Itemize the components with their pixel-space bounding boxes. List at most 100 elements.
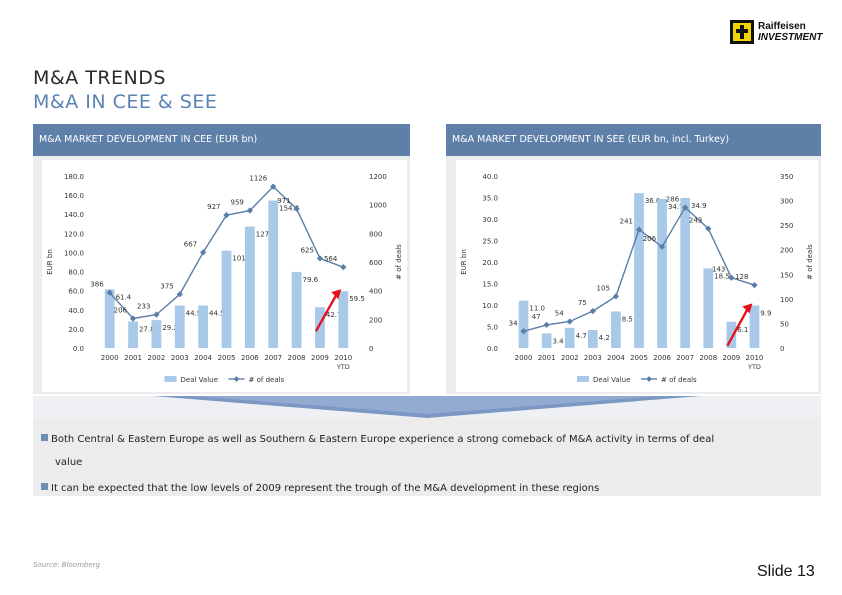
deal-value-bar <box>338 291 349 348</box>
y-tick-label: 100.0 <box>64 249 84 257</box>
y2-tick-label: 100 <box>780 296 793 304</box>
y2-tick-label: 0 <box>780 345 784 353</box>
summary-bullet-2-text: It can be expected that the low levels o… <box>51 483 600 494</box>
cee-chart: EUR bn # of deals 0.0 20.0 40.0 60.0 80.0 100.0… <box>46 173 403 384</box>
deal-value-bar <box>315 307 325 348</box>
y-tick-label: 35.0 <box>482 195 498 203</box>
x-tick-label: 2008 <box>288 354 306 362</box>
bar-value-label: 154.3 <box>279 205 299 213</box>
see-panel-header: M&A MARKET DEVELOPMENT IN SEE (EUR bn, i… <box>446 124 821 156</box>
bar-value-label: 29.2 <box>162 324 178 332</box>
y-tick-label: 20.0 <box>68 326 84 334</box>
deals-marker <box>340 264 347 271</box>
summary-bullet-1-text: Both Central & Eastern Europe as well as… <box>51 434 715 445</box>
deals-value-label: 667 <box>184 240 197 248</box>
see-chart-container: EUR bn # of deals 0.0 5.0 10.0 15.0 20.0 25.0 30… <box>456 160 818 392</box>
y-tick-label: 140.0 <box>64 211 84 219</box>
y-axis-label: EUR bn <box>46 249 54 275</box>
raiffeisen-gable-icon <box>730 20 754 44</box>
y2-axis-label: # of deals <box>806 244 814 280</box>
deals-value-label: 34 <box>509 319 518 327</box>
see-chart: EUR bn # of deals 0.0 5.0 10.0 15.0 20.0 25.0 30… <box>460 173 814 384</box>
y2-tick-label: 300 <box>780 198 793 206</box>
legend-deal-value: Deal Value <box>181 376 218 384</box>
y-tick-label: 180.0 <box>64 173 84 181</box>
funnel-shape <box>153 396 701 418</box>
x-tick-label: 2004 <box>194 354 212 362</box>
y-tick-label: 25.0 <box>482 238 498 246</box>
x-tick-label: 2006 <box>653 354 671 362</box>
deals-marker <box>316 255 324 262</box>
deal-value-bar <box>104 289 115 348</box>
bar-value-label: 36.0 <box>645 197 661 205</box>
x-tick-label: 2002 <box>561 354 579 362</box>
legend-bar-swatch <box>164 376 177 382</box>
deal-value-bar <box>703 268 714 348</box>
page-subtitle: M&A IN CEE & SEE <box>33 91 218 113</box>
deals-value-label: 625 <box>301 246 314 254</box>
deals-value-label: 241 <box>620 218 633 226</box>
y2-tick-label: 250 <box>780 222 793 230</box>
red-arrow-icon <box>742 303 753 314</box>
legend-line-marker <box>646 376 652 382</box>
deals-value-label: 971 <box>277 197 290 205</box>
deals-marker <box>246 207 253 214</box>
cee-panel-header: M&A MARKET DEVELOPMENT IN CEE (EUR bn) <box>33 124 410 156</box>
x-tick-label: 2005 <box>218 354 236 362</box>
y2-tick-label: 1200 <box>369 173 387 181</box>
cee-chart-container: EUR bn # of deals 0.0 20.0 40.0 60.0 80.0 100.0… <box>42 160 407 392</box>
bar-value-label: 11.0 <box>529 305 545 313</box>
deal-value-bar <box>541 333 552 348</box>
bar-value-label: 8.5 <box>622 315 633 323</box>
x-tick-label: 2003 <box>171 354 189 362</box>
raiffeisen-logo: Raiffeisen INVESTMENT <box>730 20 823 44</box>
y2-tick-label: 200 <box>780 247 793 255</box>
x-tick-label: 2000 <box>101 354 119 362</box>
page-title: M&A TRENDS <box>33 67 166 89</box>
deal-value-bar <box>749 305 760 348</box>
red-arrow-shaft <box>314 292 339 332</box>
x-tick-label: 2003 <box>584 354 602 362</box>
y-tick-label: 30.0 <box>482 216 498 224</box>
legend-deal-value: Deal Value <box>593 376 630 384</box>
source-note: Source: Bloomberg <box>33 561 100 569</box>
deals-value-label: 243 <box>689 217 702 225</box>
x-tick-label: 2009 <box>722 354 740 362</box>
y-tick-label: 80.0 <box>68 269 84 277</box>
deal-value-bar <box>198 305 209 348</box>
legend-line-marker <box>233 376 240 382</box>
deals-value-label: 105 <box>597 284 610 292</box>
deals-marker <box>200 249 207 256</box>
brand-line-2: INVESTMENT <box>758 32 823 43</box>
deals-value-label: 959 <box>230 199 243 207</box>
y2-tick-label: 50 <box>780 320 789 328</box>
deals-value-label: 233 <box>137 303 150 311</box>
deals-marker <box>658 243 666 250</box>
y2-axis-label: # of deals <box>395 244 403 280</box>
bar-value-label: 34.9 <box>691 202 707 210</box>
y-tick-label: 0.0 <box>73 345 84 353</box>
deals-marker <box>153 311 160 318</box>
deals-marker <box>612 293 620 300</box>
y2-tick-label: 200 <box>369 316 382 324</box>
bullet-square-icon <box>41 434 48 441</box>
deals-value-label: 286 <box>666 195 680 203</box>
x-tick-label: 2006 <box>241 354 259 362</box>
x-tick-label: 2007 <box>676 354 694 362</box>
x-tick-label: 2001 <box>538 354 556 362</box>
legend-bar-swatch <box>577 376 589 382</box>
red-arrow-shaft <box>726 306 750 347</box>
deals-value-label: 54 <box>555 309 564 317</box>
y-tick-label: 15.0 <box>482 281 498 289</box>
deals-value-label: 386 <box>90 281 104 289</box>
x-tick-label: 2008 <box>699 354 717 362</box>
y-tick-label: 0.0 <box>487 345 498 353</box>
y-tick-label: 40.0 <box>68 307 84 315</box>
x-tick-label: 2004 <box>607 354 625 362</box>
x-tick-sublabel: YTD <box>336 363 350 371</box>
bar-value-label: 27.8 <box>139 325 155 333</box>
deal-value-bar <box>564 327 575 348</box>
y2-tick-label: 800 <box>369 230 382 238</box>
deals-value-label: 927 <box>207 203 220 211</box>
x-tick-label: 2000 <box>515 354 533 362</box>
